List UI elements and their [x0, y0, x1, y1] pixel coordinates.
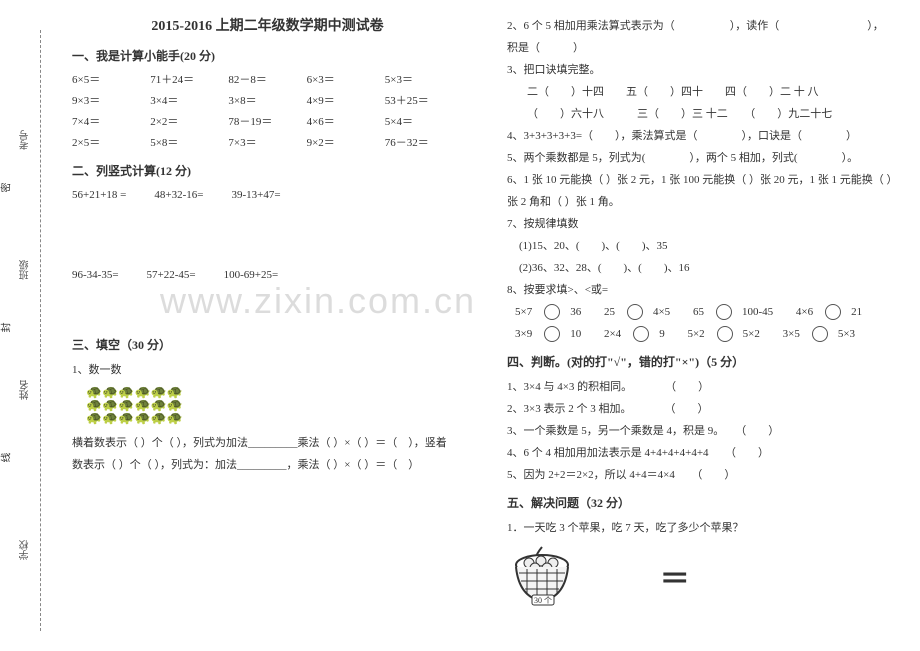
q3-7: 7、按规律填数: [507, 213, 898, 235]
section-2-row-2: 96-34-35= 57+22-45= 100-69+25=: [72, 265, 463, 286]
calc-item: 7×4＝: [72, 112, 150, 133]
q3-6: 6、1 张 10 元能换（ ）张 2 元，1 张 100 元能换（ ）张 20 …: [507, 169, 898, 191]
calc-item: 2×5＝: [72, 133, 150, 154]
equals-sign-icon: ＝: [660, 554, 690, 598]
section-1-heading: 一、我是计算小能手(20 分): [72, 47, 463, 64]
vertical-calc: 100-69+25=: [224, 265, 279, 286]
vertical-calc: 56+21+18 =: [72, 185, 126, 206]
s4-item-3: 3、一个乘数是 5，另一个乘数是 4，积是 9。 （ ）: [507, 420, 898, 442]
section-2-row-1: 56+21+18 = 48+32-16= 39-13+47=: [72, 185, 463, 206]
circle-icon: [812, 326, 828, 342]
cmp: 2×49: [604, 328, 675, 340]
s4-item-2: 2、3×3 表示 2 个 3 相加。 （ ）: [507, 398, 898, 420]
fold-line: [40, 30, 41, 631]
q3-8-row1: 5×736 254×5 65100-45 4×621: [507, 301, 898, 323]
basket-row: 30 个 ＝: [507, 545, 898, 607]
calc-item: 5×8＝: [150, 133, 228, 154]
cmp: 5×736: [515, 306, 591, 318]
section-1-row-2: 9×3＝ 3×4＝ 3×8＝ 4×9＝ 53＋25＝: [72, 91, 463, 112]
s4-item-5: 5、因为 2+2＝2×2，所以 4+4＝4×4 （ ）: [507, 464, 898, 486]
vertical-calc: 57+22-45=: [147, 265, 196, 286]
margin-label-school: 学校: [18, 540, 33, 560]
calc-item: 5×4＝: [385, 112, 463, 133]
calc-item: 53＋25＝: [385, 91, 463, 112]
basket-label: 30 个: [534, 596, 552, 605]
calc-item: 82－8＝: [228, 70, 306, 91]
s4-item-4: 4、6 个 4 相加用加法表示是 4+4+4+4+4+4 （ ）: [507, 442, 898, 464]
section-3-heading: 三、填空（30 分）: [72, 336, 463, 353]
q3-8: 8、按要求填>、<或=: [507, 279, 898, 301]
calc-item: 6×3＝: [307, 70, 385, 91]
q3-1-text-a: 横着数表示（ ）个（ ），列式为加法_________乘法（ ）×（ ）＝（ ）…: [72, 432, 463, 454]
cmp: 65100-45: [693, 306, 783, 318]
s5-q1: 1．一天吃 3 个苹果，吃 7 天，吃了多少个苹果？: [507, 517, 898, 539]
section-5-heading: 五、解决问题（32 分）: [507, 494, 898, 511]
calc-item: 78－19＝: [228, 112, 306, 133]
apple-basket-icon: 30 个: [507, 545, 577, 607]
right-column: 2、6 个 5 相加用乘法算式表示为（ ），读作（ ）， 积是（ ） 3、把口诀…: [485, 0, 920, 651]
calc-item: 4×9＝: [307, 91, 385, 112]
q3-7b: (2)36、32、28、( )、( )、16: [507, 257, 898, 279]
section-2-heading: 二、列竖式计算(12 分): [72, 162, 463, 179]
q3-3: 3、把口诀填完整。: [507, 59, 898, 81]
calc-item: 4×6＝: [307, 112, 385, 133]
calc-item: 3×8＝: [228, 91, 306, 112]
circle-icon: [627, 304, 643, 320]
q3-6b: 张 2 角和（ ）张 1 角。: [507, 191, 898, 213]
turtle-grid-icon: 🐢🐢🐢🐢🐢🐢🐢🐢🐢🐢🐢🐢🐢🐢🐢🐢🐢🐢: [86, 385, 463, 424]
section-1-row-4: 2×5＝ 5×8＝ 7×3＝ 9×2＝ 76－32＝: [72, 133, 463, 154]
cmp: 5×25×2: [687, 328, 769, 340]
section-1-row-1: 6×5＝ 71＋24＝ 82－8＝ 6×3＝ 5×3＝: [72, 70, 463, 91]
calc-item: 7×3＝: [228, 133, 306, 154]
q3-2: 2、6 个 5 相加用乘法算式表示为（ ），读作（ ），: [507, 15, 898, 37]
margin-char-mi: 密: [0, 173, 13, 203]
circle-icon: [633, 326, 649, 342]
circle-icon: [544, 326, 560, 342]
calc-item: 9×2＝: [307, 133, 385, 154]
cmp: 3×910: [515, 328, 591, 340]
cmp: 3×55×3: [783, 328, 865, 340]
circle-icon: [717, 326, 733, 342]
calc-item: 5×3＝: [385, 70, 463, 91]
circle-icon: [825, 304, 841, 320]
vertical-calc: 48+32-16=: [154, 185, 203, 206]
section-1-row-3: 7×4＝ 2×2＝ 78－19＝ 4×6＝ 5×4＝: [72, 112, 463, 133]
q3-1-text-c: 数表示（ ）个（ ），列式为：加法_________，乘法（ ）×（ ）＝（ ）: [72, 454, 463, 476]
q3-2b: 积是（ ）: [507, 37, 898, 59]
circle-icon: [716, 304, 732, 320]
page-container: 考号 班级 姓名 学校 密 封 线 2015-2016 上期二年级数学期中测试卷…: [0, 0, 920, 651]
s4-item-1: 1、3×4 与 4×3 的积相同。 （ ）: [507, 376, 898, 398]
left-column: 2015-2016 上期二年级数学期中测试卷 一、我是计算小能手(20 分) 6…: [50, 0, 485, 651]
margin-label-exam-no: 考号: [18, 130, 33, 150]
q3-3b: （ ）六十八 三（ ）三 十二 （ ）九二十七: [507, 103, 898, 125]
calc-item: 2×2＝: [150, 112, 228, 133]
calc-item: 6×5＝: [72, 70, 150, 91]
section-4-heading: 四、判断。(对的打"√"，错的打"×")（5 分）: [507, 353, 898, 370]
exam-title: 2015-2016 上期二年级数学期中测试卷: [72, 15, 463, 35]
cmp: 4×621: [796, 306, 872, 318]
q3-8-row2: 3×910 2×49 5×25×2 3×55×3: [507, 323, 898, 345]
margin-label-name: 姓名: [18, 380, 33, 400]
vertical-calc: 39-13+47=: [231, 185, 280, 206]
margin-label-class: 班级: [18, 260, 33, 280]
circle-icon: [544, 304, 560, 320]
vertical-calc: 96-34-35=: [72, 265, 119, 286]
margin-char-xian: 线: [0, 443, 13, 473]
calc-item: 9×3＝: [72, 91, 150, 112]
q3-4: 4、3+3+3+3+3=（ ），乘法算式是（ ），口诀是（ ）: [507, 125, 898, 147]
q3-1-label: 1、数一数: [72, 359, 463, 381]
cmp: 254×5: [604, 306, 680, 318]
calc-item: 3×4＝: [150, 91, 228, 112]
binding-margin: 考号 班级 姓名 学校 密 封 线: [0, 0, 50, 651]
calc-item: 76－32＝: [385, 133, 463, 154]
q3-5: 5、两个乘数都是 5，列式为( ），两个 5 相加，列式( ）。: [507, 147, 898, 169]
q3-3a: 二（ ）十四 五（ ）四十 四（ ）二 十 八: [507, 81, 898, 103]
calc-item: 71＋24＝: [150, 70, 228, 91]
margin-char-feng: 封: [0, 313, 13, 343]
q3-7a: (1)15、20、( )、( )、35: [507, 235, 898, 257]
